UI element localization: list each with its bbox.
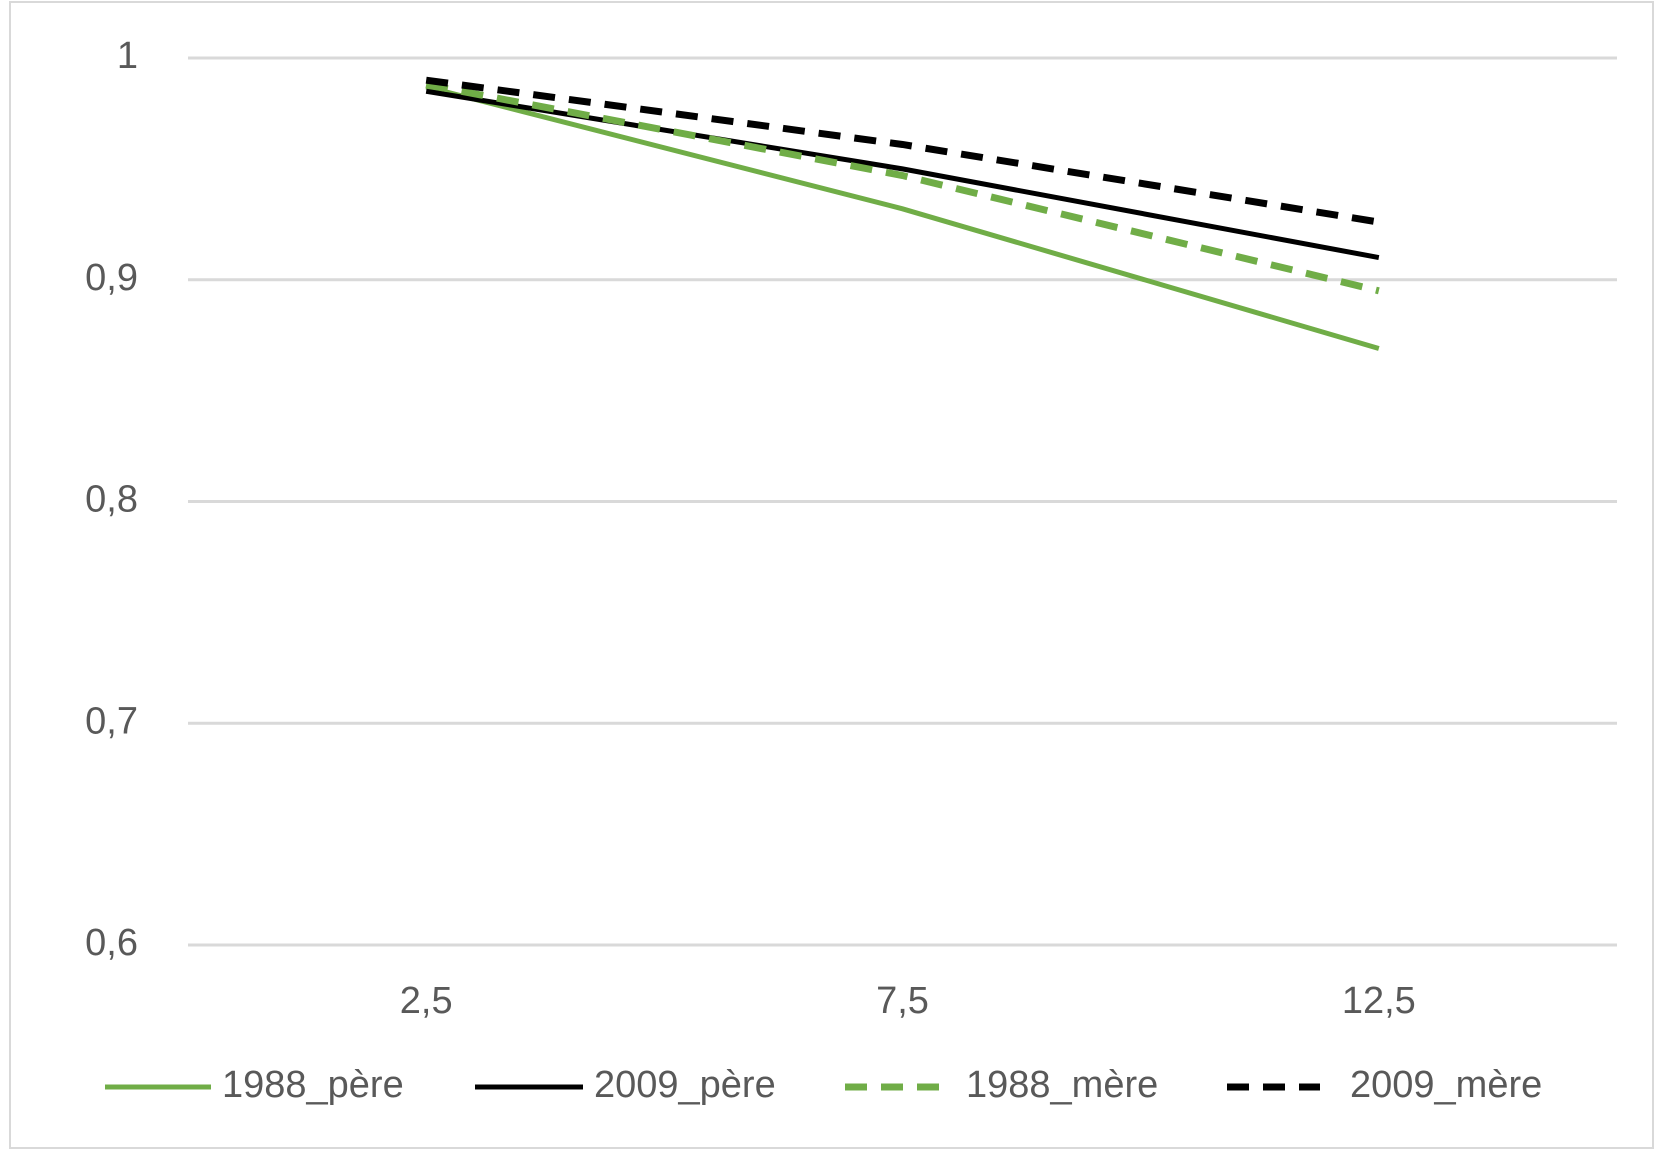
chart-border [9,1,1654,1149]
y-tick-label: 0,8 [85,479,138,521]
series-line [425,81,1380,295]
y-tick-label: 0,7 [85,700,138,742]
legend-label: 2009_mère [1350,1064,1542,1106]
series-line [425,84,1380,351]
legend-label: 1988_mère [966,1064,1158,1106]
y-tick-label: 0,9 [85,257,138,299]
x-tick-label: 2,5 [400,980,453,1022]
y-tick-label: 0,6 [85,922,138,964]
x-tick-label: 7,5 [876,980,929,1022]
series-line [425,76,1380,226]
legend-label: 2009_père [594,1064,776,1106]
x-tick-label: 12,5 [1342,980,1416,1022]
legend-label: 1988_père [222,1064,404,1106]
y-tick-label: 1 [117,35,138,77]
